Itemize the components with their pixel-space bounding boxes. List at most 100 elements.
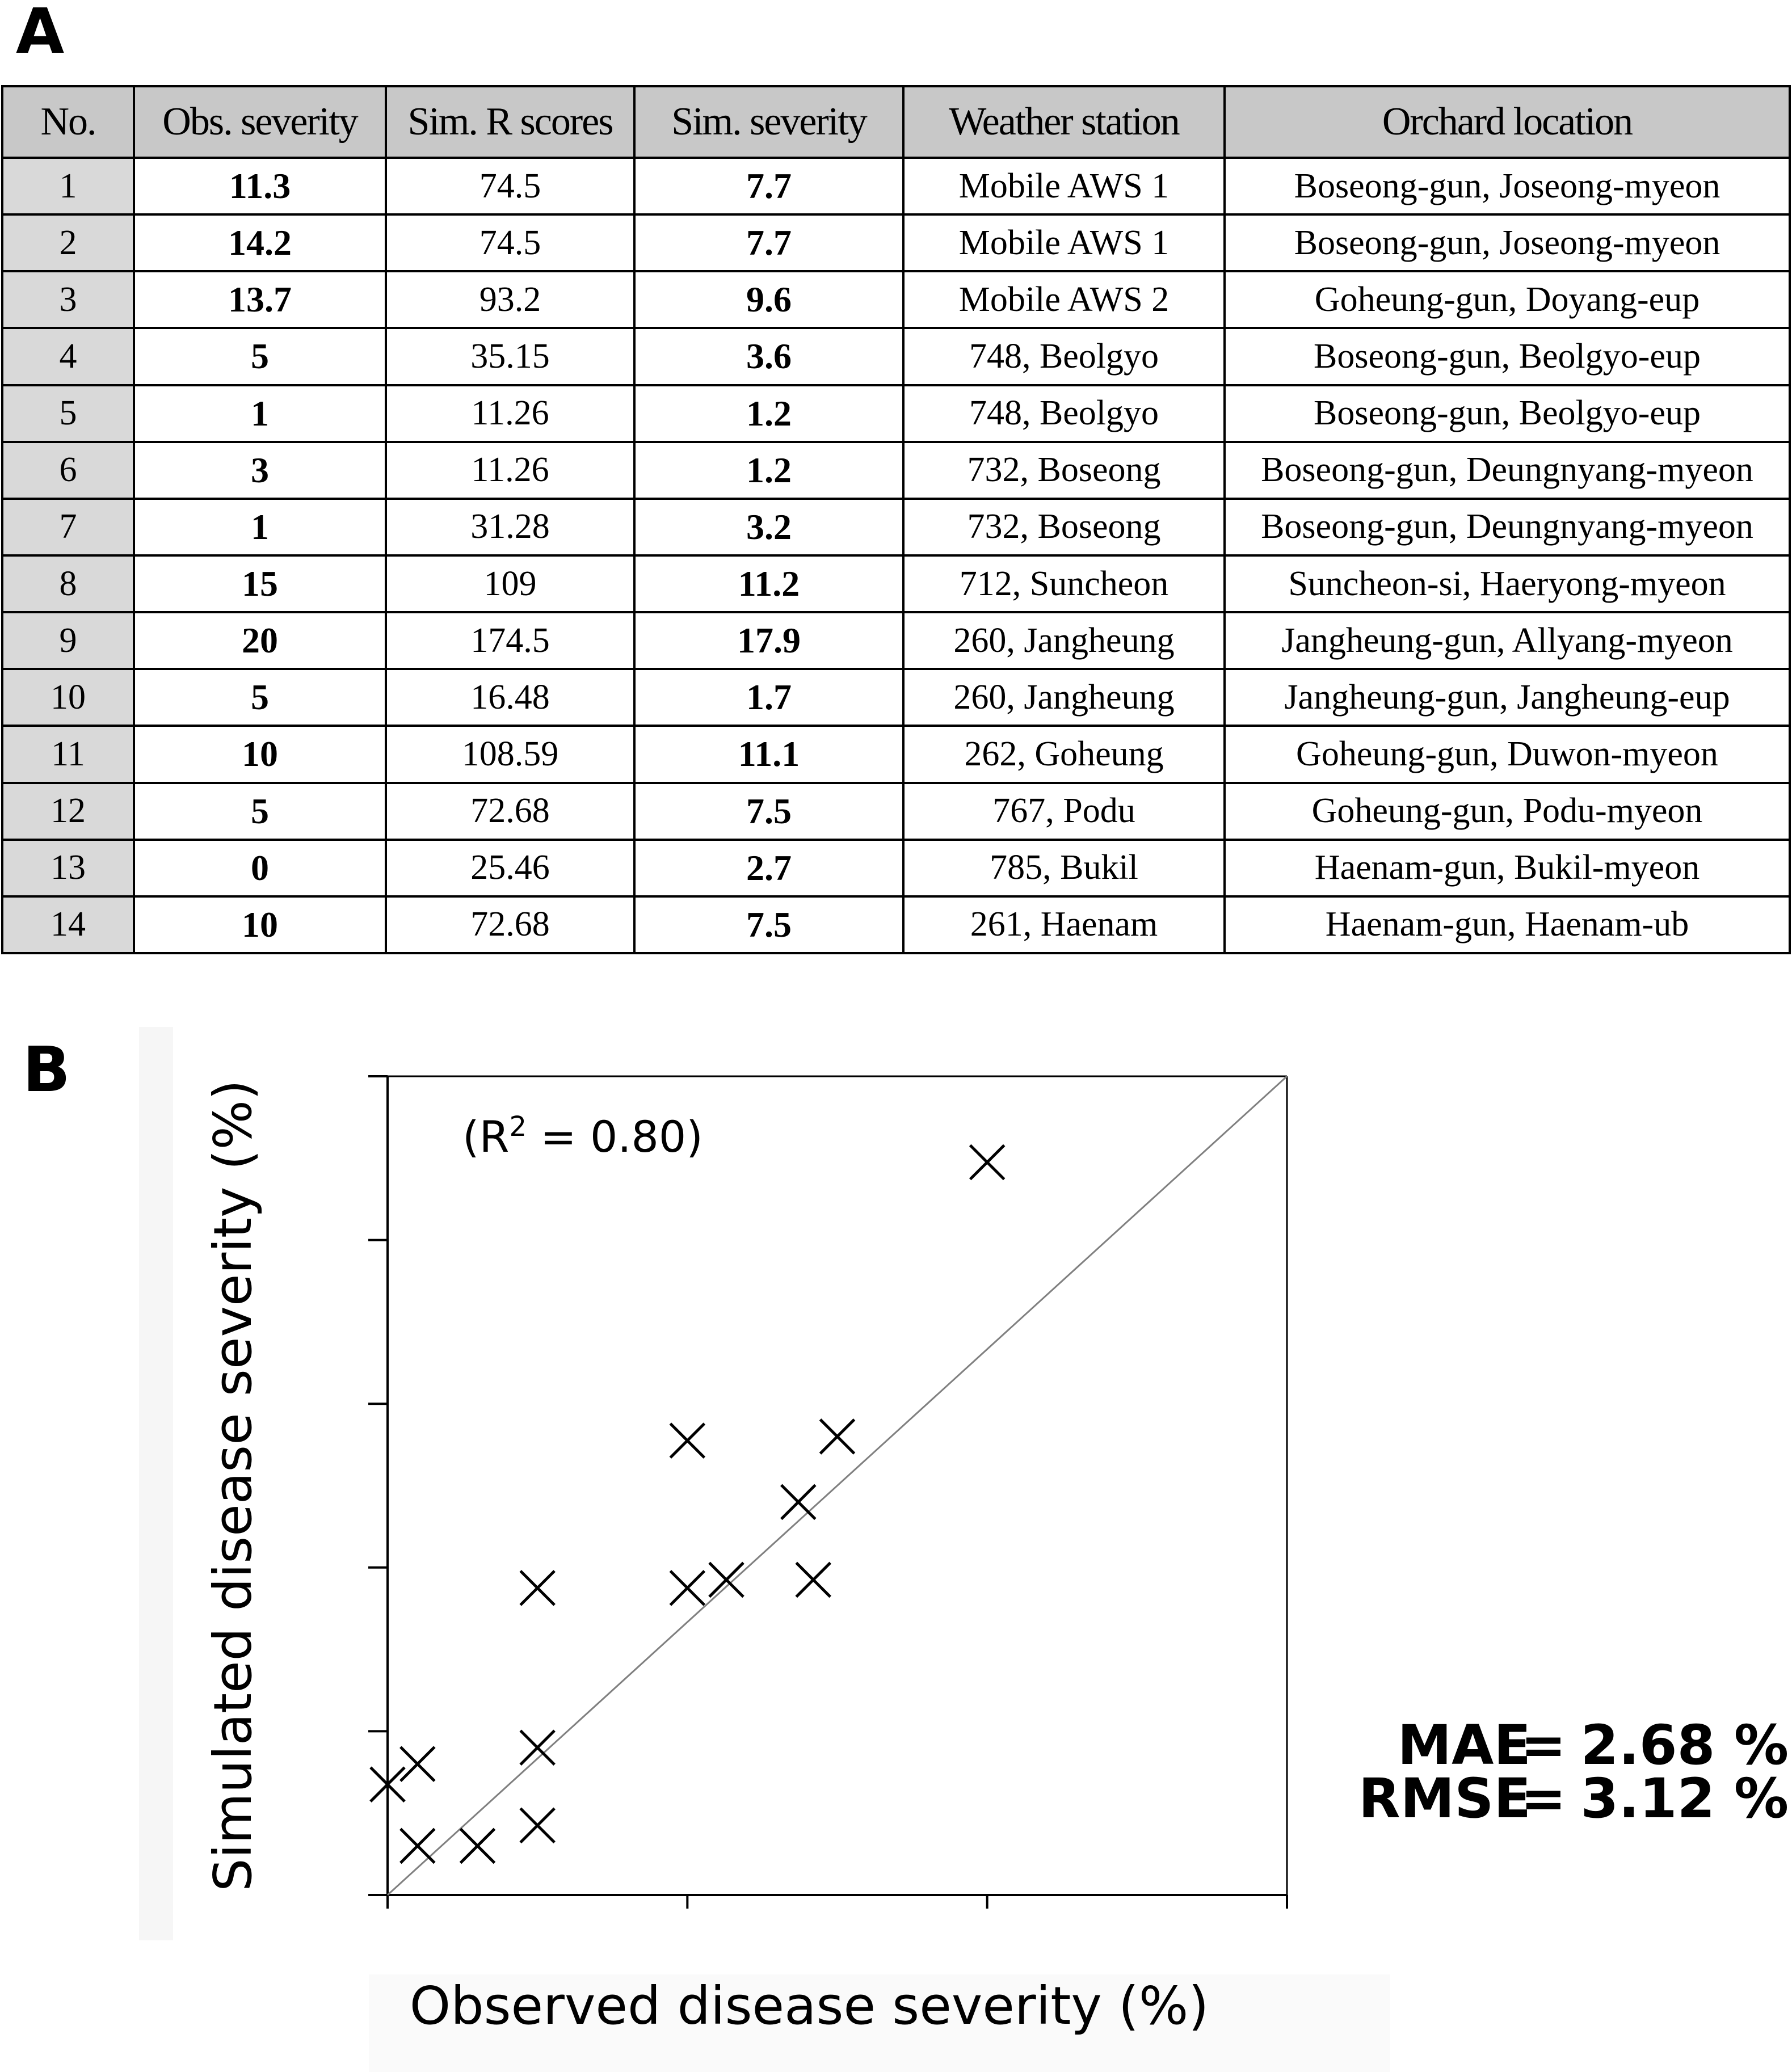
table-row: 2 14.2 74.5 7.7 Mobile AWS 1 Boseong-gun, Jos… [1, 213, 1791, 273]
cell-obs-severity: 1 [133, 384, 387, 443]
r-squared-sup: 2 [509, 1111, 527, 1143]
table-row: 13 0 25.46 2.7 785, Bukil Haenam-gun, Bukil-m… [1, 838, 1791, 898]
header-obs-severity: Obs. severity [133, 85, 387, 159]
data-point [819, 1418, 856, 1455]
cell-no: 8 [1, 554, 135, 614]
rmse-name: RMSE [1358, 1767, 1531, 1830]
cell-orchard-location: Goheung-gun, Podu-myeon [1223, 781, 1791, 841]
scatter-chart: (R2 = 0.80) Simulated disease severity (… [139, 1027, 1390, 2072]
cell-sim-severity: 7.7 [633, 213, 905, 273]
cell-obs-severity: 20 [133, 611, 387, 671]
cell-sim-severity: 3.2 [633, 497, 905, 557]
cell-weather-station: Mobile AWS 2 [902, 270, 1226, 330]
cell-sim-r-score: 72.68 [385, 781, 636, 841]
xlabel-background [369, 1974, 1390, 2072]
cell-sim-severity: 7.5 [633, 895, 905, 955]
cell-orchard-location: Jangheung-gun, Jangheung-eup [1223, 668, 1791, 727]
data-point [519, 1729, 556, 1766]
table-body: 1 11.3 74.5 7.7 Mobile AWS 1 Boseong-gun, Jos… [1, 156, 1791, 955]
table-row: 10 5 16.48 1.7 260, Jangheung Jangheung-gun, … [1, 668, 1791, 727]
cell-no: 12 [1, 781, 135, 841]
cell-no: 5 [1, 384, 135, 443]
cell-weather-station: 261, Haenam [902, 895, 1226, 955]
cell-orchard-location: Haenam-gun, Haenam-ub [1223, 895, 1791, 955]
points-layer [369, 1144, 1006, 1864]
cell-obs-severity: 1 [133, 497, 387, 557]
cell-sim-severity: 7.7 [633, 156, 905, 216]
cell-obs-severity: 3 [133, 440, 387, 500]
cell-sim-severity: 7.5 [633, 781, 905, 841]
cell-no: 3 [1, 270, 135, 330]
cell-sim-r-score: 93.2 [385, 270, 636, 330]
cell-sim-severity: 1.7 [633, 668, 905, 727]
r-squared-suffix: = 0.80) [527, 1111, 703, 1162]
data-point [708, 1561, 744, 1598]
cell-sim-r-score: 108.59 [385, 725, 636, 784]
cell-no: 6 [1, 440, 135, 500]
data-point [399, 1827, 436, 1864]
header-sim-r-scores: Sim. R scores [385, 85, 636, 159]
data-point [795, 1561, 831, 1598]
data-point [399, 1746, 436, 1782]
cell-orchard-location: Goheung-gun, Doyang-eup [1223, 270, 1791, 330]
table-row: 12 5 72.68 7.5 767, Podu Goheung-gun, Podu-my… [1, 781, 1791, 841]
rmse-value: 3.12 % [1580, 1767, 1789, 1830]
header-no: No. [1, 85, 135, 159]
table-row: 7 1 31.28 3.2 732, Boseong Boseong-gun, Deung… [1, 497, 1791, 557]
cell-sim-severity: 1.2 [633, 384, 905, 443]
header-orchard-location: Orchard location [1223, 85, 1791, 159]
header-weather-station: Weather station [902, 85, 1226, 159]
panel-label-b: B [23, 1033, 70, 1106]
cell-sim-severity: 9.6 [633, 270, 905, 330]
cell-obs-severity: 10 [133, 725, 387, 784]
cell-sim-r-score: 16.48 [385, 668, 636, 727]
cell-obs-severity: 14.2 [133, 213, 387, 273]
cell-sim-r-score: 31.28 [385, 497, 636, 557]
header-sim-severity: Sim. severity [633, 85, 905, 159]
cell-sim-r-score: 11.26 [385, 384, 636, 443]
table-row: 9 20 174.5 17.9 260, Jangheung Jangheung-gun,… [1, 611, 1791, 671]
ylabel-background [139, 1027, 173, 1940]
data-point [519, 1570, 556, 1606]
cell-sim-r-score: 11.26 [385, 440, 636, 500]
cell-weather-station: 732, Boseong [902, 497, 1226, 557]
cell-no: 2 [1, 213, 135, 273]
data-point [369, 1766, 406, 1803]
cell-weather-station: 712, Suncheon [902, 554, 1226, 614]
table-row: 3 13.7 93.2 9.6 Mobile AWS 2 Goheung-gun, Doy… [1, 270, 1791, 330]
cell-orchard-location: Haenam-gun, Bukil-myeon [1223, 838, 1791, 898]
cell-sim-r-score: 74.5 [385, 156, 636, 216]
cell-sim-r-score: 74.5 [385, 213, 636, 273]
cell-sim-severity: 17.9 [633, 611, 905, 671]
mae-value: 2.68 % [1580, 1713, 1789, 1777]
cell-no: 4 [1, 327, 135, 386]
cell-obs-severity: 5 [133, 781, 387, 841]
cell-orchard-location: Boseong-gun, Deungnyang-myeon [1223, 497, 1791, 557]
cell-weather-station: 748, Beolgyo [902, 327, 1226, 386]
data-point [669, 1422, 706, 1459]
cell-weather-station: 262, Goheung [902, 725, 1226, 784]
cell-weather-station: 748, Beolgyo [902, 384, 1226, 443]
cell-no: 11 [1, 725, 135, 784]
cell-sim-severity: 11.2 [633, 554, 905, 614]
plot-area [368, 1075, 1288, 1909]
rmse-equals: = [1520, 1767, 1566, 1830]
panel-label-a: A [16, 0, 65, 68]
x-axis-label: Observed disease severity (%) [410, 1976, 1209, 2036]
cell-no: 9 [1, 611, 135, 671]
cell-orchard-location: Boseong-gun, Deungnyang-myeon [1223, 440, 1791, 500]
cell-weather-station: 785, Bukil [902, 838, 1226, 898]
cell-obs-severity: 5 [133, 327, 387, 386]
table-row: 8 15 109 11.2 712, Suncheon Suncheon-si, Haer… [1, 554, 1791, 614]
cell-sim-r-score: 109 [385, 554, 636, 614]
cell-weather-station: Mobile AWS 1 [902, 156, 1226, 216]
data-point [669, 1570, 706, 1606]
cell-obs-severity: 0 [133, 838, 387, 898]
cell-obs-severity: 5 [133, 668, 387, 727]
table-row: 14 10 72.68 7.5 261, Haenam Haenam-gun, Haena… [1, 895, 1791, 955]
cell-orchard-location: Boseong-gun, Joseong-myeon [1223, 156, 1791, 216]
cell-weather-station: 767, Podu [902, 781, 1226, 841]
cell-weather-station: Mobile AWS 1 [902, 213, 1226, 273]
table-row: 5 1 11.26 1.2 748, Beolgyo Boseong-gun, Beolg… [1, 384, 1791, 443]
cell-no: 10 [1, 668, 135, 727]
